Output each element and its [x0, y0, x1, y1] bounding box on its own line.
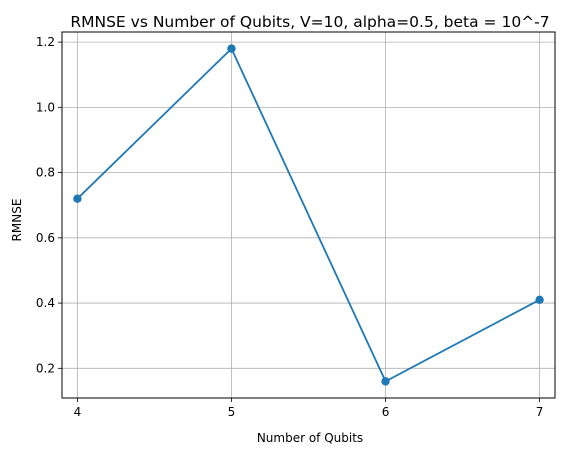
data-point	[535, 295, 544, 305]
y-axis-label: RMNSE	[10, 199, 24, 242]
x-tick-label: 4	[74, 405, 82, 419]
x-axis-label: Number of Qubits	[257, 431, 363, 445]
data-point	[227, 44, 236, 53]
y-tick-label: 1.2	[36, 35, 55, 49]
y-tick-label: 0.4	[36, 296, 55, 310]
x-tick-label: 6	[382, 405, 390, 419]
series-line	[76, 47, 541, 383]
data-point	[381, 377, 390, 386]
y-tick-label: 0.8	[36, 166, 55, 180]
data-series	[73, 44, 544, 386]
x-tick-label: 7	[536, 405, 544, 419]
y-tick-label: 0.6	[36, 231, 55, 245]
y-tick-label: 1.0	[36, 100, 55, 114]
x-tick-label: 5	[228, 405, 236, 419]
axis-ticks: 4 5 6 7 0.2 0.4 0.6 0.8 1.0 1.2	[36, 35, 544, 419]
y-tick-label: 0.2	[36, 361, 55, 375]
data-point	[73, 194, 82, 203]
plot-frame	[61, 31, 556, 399]
chart-title: RMNSE vs Number of Qubits, V=10, alpha=0…	[70, 13, 549, 31]
gridlines	[62, 32, 555, 398]
